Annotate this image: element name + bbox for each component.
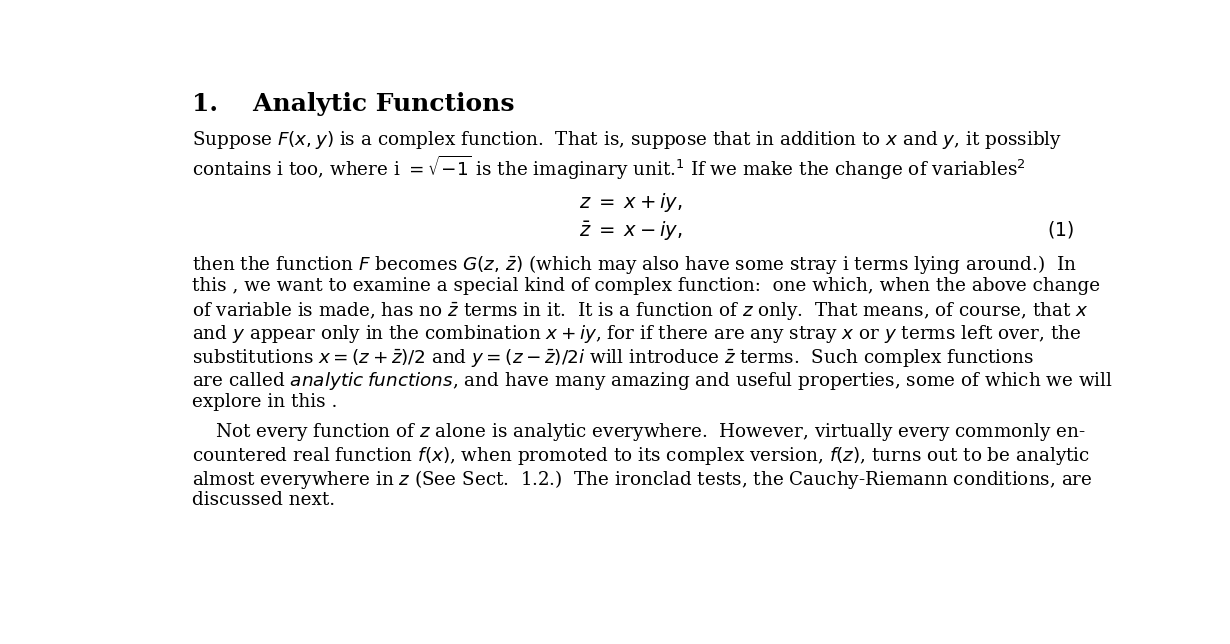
- Text: then the function $F$ becomes $G\left(z,\,\bar{z}\right)$ (which may also have s: then the function $F$ becomes $G\left(z,…: [192, 253, 1076, 276]
- Text: explore in this .: explore in this .: [192, 393, 337, 411]
- Text: $(1)$: $(1)$: [1047, 218, 1074, 240]
- Text: of variable is made, has no $\bar{z}$ terms in it.  It is a function of $z$ only: of variable is made, has no $\bar{z}$ te…: [192, 300, 1089, 322]
- Text: are called $\mathit{analytic\;functions}$, and have many amazing and useful prop: are called $\mathit{analytic\;functions}…: [192, 370, 1113, 392]
- Text: contains i too, where i $= \sqrt{-1}$ is the imaginary unit.$^1$ If we make the : contains i too, where i $= \sqrt{-1}$ is…: [192, 154, 1026, 182]
- Text: Not every function of $z$ alone is analytic everywhere.  However, virtually ever: Not every function of $z$ alone is analy…: [192, 421, 1086, 444]
- Text: substitutions $x = \left(z+\bar{z}\right)/2$ and $y = \left(z-\bar{z}\right)/2i$: substitutions $x = \left(z+\bar{z}\right…: [192, 346, 1034, 368]
- Text: discussed next.: discussed next.: [192, 491, 335, 509]
- Text: $\bar{z} \;=\; x - iy,$: $\bar{z} \;=\; x - iy,$: [578, 218, 683, 242]
- Text: countered real function $f\left(x\right)$, when promoted to its complex version,: countered real function $f\left(x\right)…: [192, 445, 1090, 467]
- Text: $z \;=\; x + iy,$: $z \;=\; x + iy,$: [578, 191, 683, 214]
- Text: and $y$ appear only in the combination $x+iy$, for if there are any stray $x$ or: and $y$ appear only in the combination $…: [192, 323, 1081, 345]
- Text: 1.    Analytic Functions: 1. Analytic Functions: [192, 92, 514, 116]
- Text: this , we want to examine a special kind of complex function:  one which, when t: this , we want to examine a special kind…: [192, 277, 1100, 294]
- Text: almost everywhere in $z$ (See Sect.  1.2.)  The ironclad tests, the Cauchy-Riema: almost everywhere in $z$ (See Sect. 1.2.…: [192, 468, 1092, 491]
- Text: Suppose $F\left(x,y\right)$ is a complex function.  That is, suppose that in add: Suppose $F\left(x,y\right)$ is a complex…: [192, 129, 1061, 151]
